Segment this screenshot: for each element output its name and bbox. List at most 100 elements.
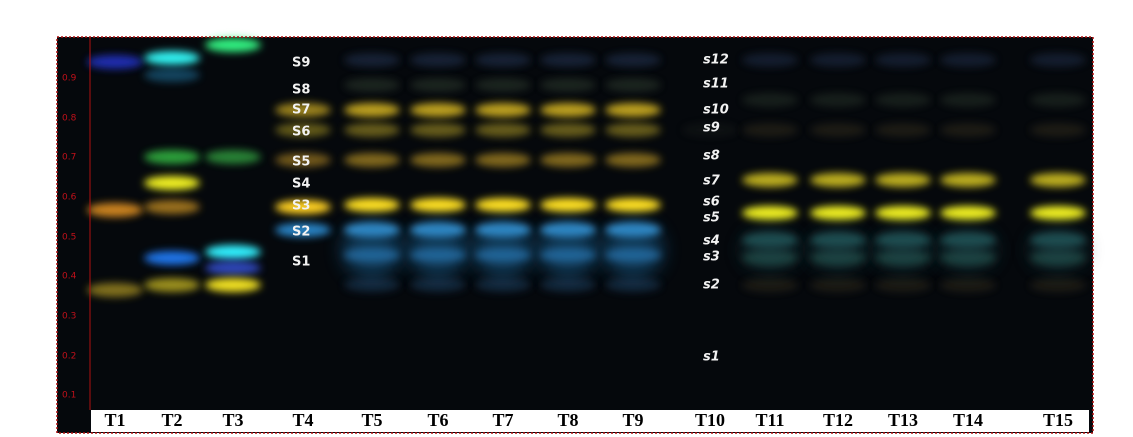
standard-label: s4	[703, 234, 720, 249]
band	[540, 78, 596, 92]
standard-label: s1	[703, 350, 720, 365]
standard-label: s9	[703, 121, 720, 136]
lane-label: T13	[888, 410, 918, 430]
band	[144, 150, 200, 164]
band	[742, 123, 798, 137]
lane-label: T10	[695, 410, 725, 430]
lane-label: T9	[622, 410, 643, 430]
band	[875, 206, 931, 220]
lane-label: T14	[953, 410, 983, 430]
band	[940, 173, 996, 187]
band	[475, 153, 531, 167]
band	[940, 53, 996, 67]
band	[875, 278, 931, 292]
band	[410, 53, 466, 67]
band	[810, 206, 866, 220]
lane-label: T5	[361, 410, 382, 430]
band	[540, 103, 596, 117]
band	[205, 261, 261, 275]
band	[1030, 206, 1086, 220]
band	[475, 278, 531, 292]
standard-label: s5	[703, 211, 720, 226]
band	[1030, 173, 1086, 187]
band	[144, 68, 200, 82]
band	[87, 55, 143, 69]
band	[605, 78, 661, 92]
lane-label: T3	[222, 410, 243, 430]
lane-label: T11	[755, 410, 784, 430]
band	[940, 93, 996, 107]
lane-label: T4	[292, 410, 313, 430]
band	[410, 198, 466, 212]
band	[144, 200, 200, 214]
band	[538, 222, 598, 278]
lane-label: T6	[427, 410, 448, 430]
band	[605, 53, 661, 67]
band	[940, 206, 996, 220]
band	[540, 123, 596, 137]
band	[940, 230, 996, 270]
band	[475, 123, 531, 137]
tlc-plate-figure: 0.90.80.70.60.50.40.30.20.1T1T2T3T4T5T6T…	[0, 0, 1133, 437]
y-axis-label: 0.5	[62, 233, 76, 243]
band	[1030, 278, 1086, 292]
band	[473, 222, 533, 278]
standard-label: S8	[292, 83, 310, 98]
band	[742, 278, 798, 292]
band	[742, 53, 798, 67]
band	[603, 222, 663, 278]
band	[742, 173, 798, 187]
band	[1030, 93, 1086, 107]
band	[144, 251, 200, 265]
band	[940, 278, 996, 292]
band	[475, 103, 531, 117]
band	[810, 53, 866, 67]
band	[410, 153, 466, 167]
standard-label: s11	[703, 77, 729, 92]
standard-label: s2	[703, 278, 720, 293]
band	[344, 278, 400, 292]
band	[475, 78, 531, 92]
band	[810, 123, 866, 137]
standard-label: S1	[292, 255, 310, 270]
standard-label: s10	[703, 103, 729, 118]
standard-label: S7	[292, 103, 310, 118]
band	[344, 153, 400, 167]
standard-label: s8	[703, 149, 720, 164]
band	[810, 278, 866, 292]
lane-label: T12	[823, 410, 853, 430]
band	[410, 278, 466, 292]
standard-label: s12	[703, 53, 729, 68]
standard-label: S5	[292, 155, 310, 170]
band	[408, 222, 468, 278]
band	[875, 173, 931, 187]
band	[144, 176, 200, 190]
band	[875, 53, 931, 67]
band	[875, 93, 931, 107]
band	[605, 198, 661, 212]
band	[875, 123, 931, 137]
y-axis-label: 0.7	[62, 153, 76, 163]
band	[410, 78, 466, 92]
y-axis-label: 0.9	[62, 74, 77, 84]
band	[144, 278, 200, 292]
band	[87, 283, 143, 297]
band	[1030, 53, 1086, 67]
band	[810, 173, 866, 187]
standard-label: S3	[292, 199, 310, 214]
lane-label: T8	[557, 410, 578, 430]
lane-label: T1	[104, 410, 125, 430]
band	[205, 245, 261, 259]
y-axis-label: 0.2	[62, 352, 76, 362]
band	[205, 38, 261, 52]
band	[940, 123, 996, 137]
band	[475, 53, 531, 67]
band	[810, 93, 866, 107]
lane-label: T7	[492, 410, 513, 430]
standard-label: S4	[292, 177, 310, 192]
band	[205, 150, 261, 164]
standard-label: s7	[703, 174, 721, 189]
band	[742, 230, 798, 270]
y-axis-label: 0.1	[62, 391, 76, 401]
standard-label: S6	[292, 125, 310, 140]
